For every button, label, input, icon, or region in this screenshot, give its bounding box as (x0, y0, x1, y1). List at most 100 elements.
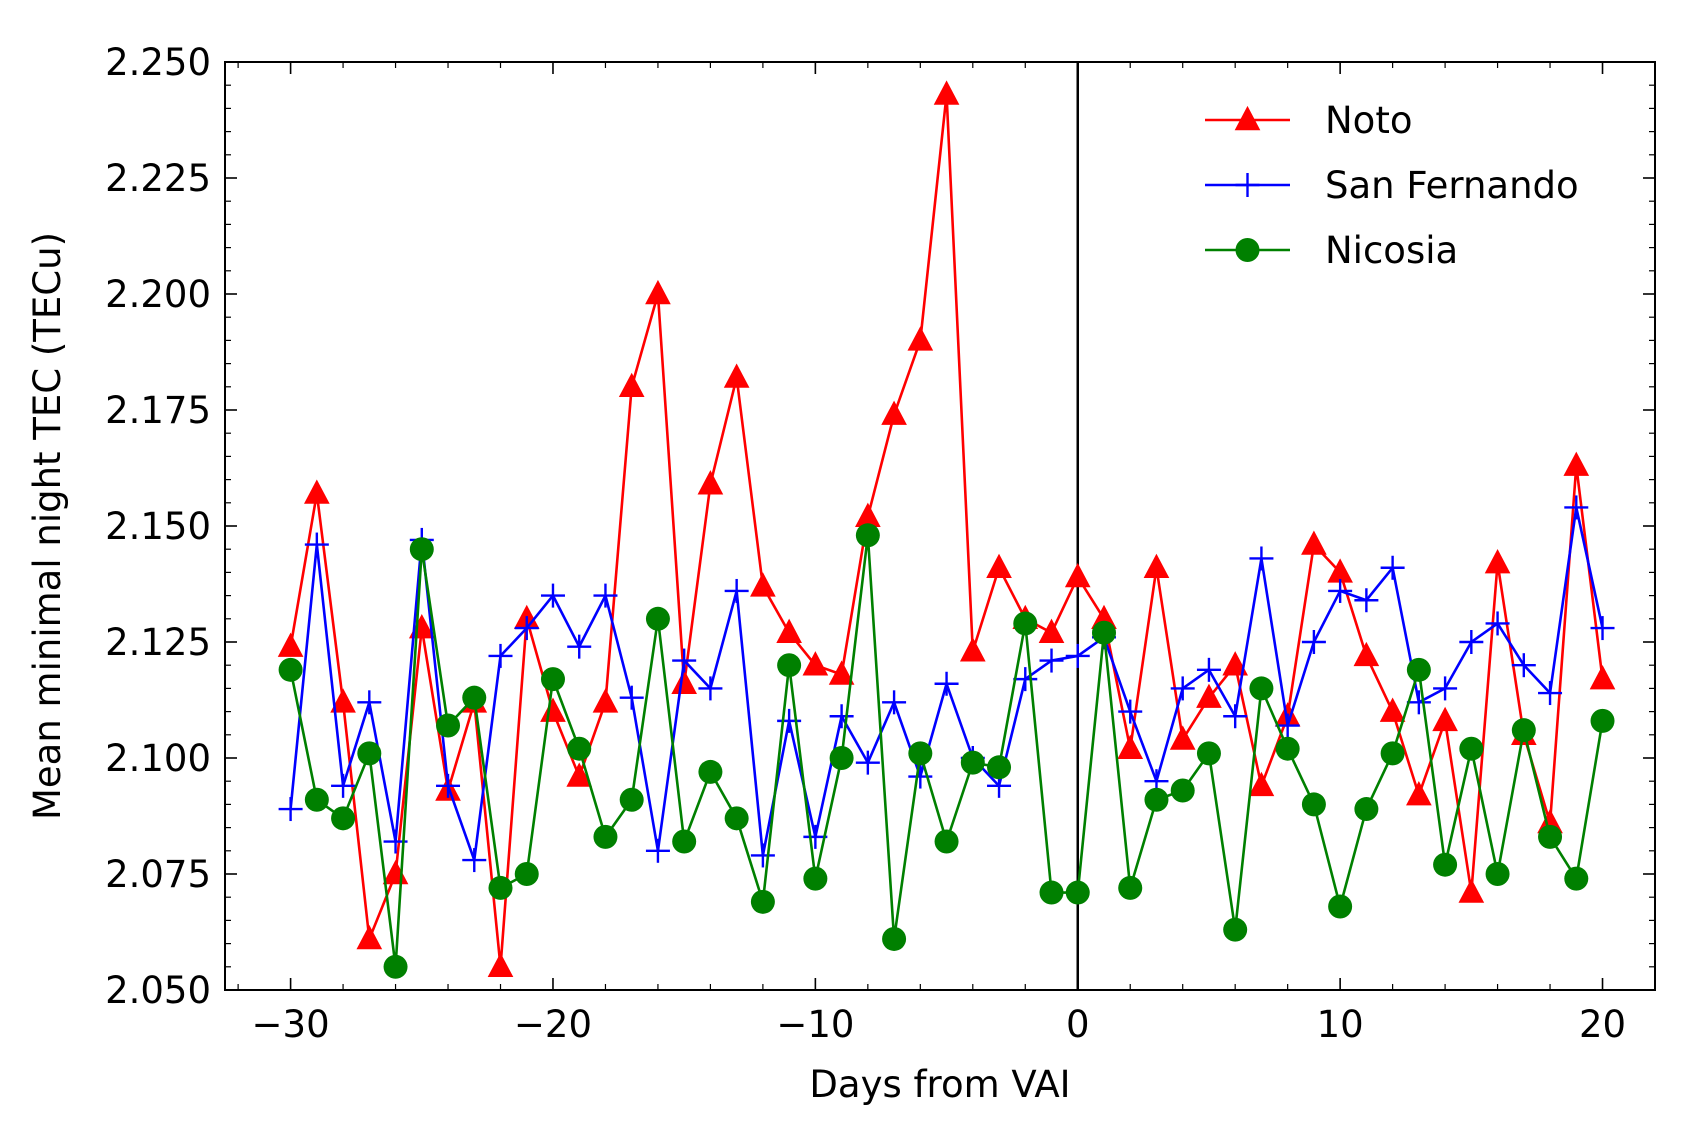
legend-marker (1235, 238, 1260, 262)
y-axis-title: Mean minimal night TEC (TECu) (26, 232, 69, 820)
legend-marker (1234, 105, 1261, 131)
data-point (278, 797, 303, 822)
data-point (1039, 880, 1064, 905)
data-point (1275, 713, 1300, 738)
y-tick-label: 2.150 (105, 505, 211, 548)
x-axis-title: Days from VAI (809, 1063, 1070, 1106)
data-point (1249, 676, 1274, 701)
legend-label: Nicosia (1325, 229, 1458, 272)
data-point (1353, 641, 1380, 667)
data-point (645, 838, 670, 863)
data-point (1379, 697, 1406, 722)
data-point (1589, 665, 1616, 690)
data-point (567, 736, 592, 761)
data-point (304, 532, 329, 557)
y-tick-label: 2.200 (105, 273, 211, 316)
data-point (1170, 676, 1195, 701)
x-tick-label: −10 (776, 1003, 854, 1046)
data-point (934, 671, 959, 696)
data-point (1590, 616, 1615, 641)
data-point (1511, 718, 1536, 743)
data-point (1196, 657, 1221, 682)
data-point (593, 824, 618, 849)
data-point (1538, 824, 1563, 849)
data-point (986, 553, 1012, 579)
data-point (1301, 530, 1327, 555)
data-point (1118, 699, 1143, 724)
data-point (1117, 734, 1144, 759)
y-tick-label: 2.050 (105, 969, 211, 1012)
legend-label: San Fernando (1325, 164, 1579, 207)
data-point (1144, 787, 1169, 812)
data-point (540, 667, 565, 692)
data-point (724, 806, 749, 831)
y-tick-label: 2.125 (105, 621, 211, 664)
data-point (304, 479, 330, 504)
data-point (1511, 653, 1536, 678)
data-point (1459, 630, 1484, 654)
data-point (488, 875, 513, 900)
y-tick-label: 2.100 (105, 737, 211, 780)
data-point (1301, 630, 1326, 654)
data-point (777, 653, 802, 678)
data-point (934, 829, 959, 854)
data-point (1590, 708, 1615, 733)
data-point (1459, 736, 1484, 761)
data-point (1458, 878, 1485, 903)
data-point (829, 746, 854, 770)
data-point (723, 363, 750, 388)
data-point (828, 660, 855, 685)
data-point (1275, 736, 1300, 761)
data-point (277, 632, 304, 657)
data-point (672, 829, 697, 854)
y-tick-label: 2.250 (105, 41, 211, 84)
data-point (1301, 792, 1326, 817)
data-point (1013, 667, 1038, 692)
series-nicosia (278, 523, 1615, 979)
data-point (1484, 549, 1511, 574)
data-point (1118, 875, 1143, 900)
data-point (1065, 643, 1090, 668)
data-point (855, 750, 880, 775)
data-point (697, 470, 724, 495)
data-point (1564, 495, 1589, 520)
data-point (645, 279, 671, 305)
data-point (330, 688, 356, 713)
data-point (1223, 917, 1248, 942)
data-point (750, 572, 776, 597)
data-point (1432, 706, 1458, 732)
data-point (619, 787, 644, 812)
y-tick-label: 2.225 (105, 157, 211, 200)
x-tick-label: 10 (1317, 1003, 1364, 1046)
data-point (1328, 578, 1353, 603)
series-san-fernando (278, 495, 1615, 873)
data-point (462, 685, 487, 710)
data-point (645, 606, 670, 631)
data-point (672, 648, 697, 673)
data-point (1485, 862, 1510, 886)
y-tick-label: 2.075 (105, 853, 211, 896)
data-point (1249, 546, 1274, 571)
data-point (304, 787, 329, 812)
data-point (1564, 866, 1589, 891)
data-point (724, 578, 749, 603)
data-point (1328, 894, 1353, 919)
data-point (1406, 781, 1432, 806)
data-point (1563, 451, 1590, 476)
legend-item: Noto (1205, 99, 1412, 142)
data-point (1354, 797, 1379, 822)
data-point (567, 634, 592, 659)
data-point (698, 759, 723, 784)
data-point (540, 583, 565, 608)
data-point (855, 502, 881, 527)
data-point (1406, 657, 1431, 682)
data-point (1065, 880, 1090, 905)
series (277, 80, 1616, 979)
data-point (618, 372, 645, 398)
legend-label: Noto (1325, 99, 1412, 142)
data-point (462, 848, 487, 873)
data-point (698, 676, 723, 701)
data-point (1406, 690, 1431, 715)
legend: Noto San Fernando Nicosia (1205, 99, 1579, 272)
